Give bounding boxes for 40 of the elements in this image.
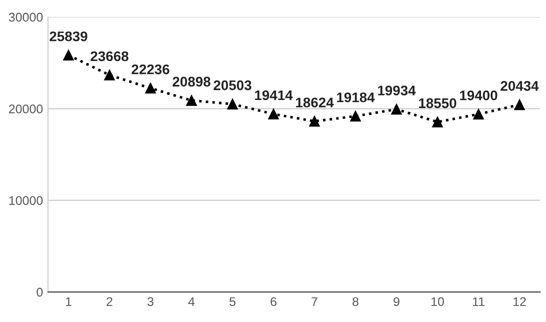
data-label: 19184 <box>337 92 375 102</box>
data-label: 20434 <box>500 80 539 91</box>
point <box>432 116 443 128</box>
data-label: 20503 <box>214 80 252 90</box>
data-label: 23668 <box>90 51 128 62</box>
data-label: 19414 <box>255 90 293 100</box>
data-label: 25839 <box>50 31 88 42</box>
data-label: 19400 <box>460 90 498 100</box>
x-tick-label: 7 <box>312 297 318 306</box>
point <box>186 95 197 106</box>
x-tick-label: 4 <box>188 297 195 306</box>
data-label: 22236 <box>132 64 170 74</box>
point <box>268 108 279 120</box>
x-tick-label: 2 <box>106 297 112 306</box>
point <box>104 70 115 80</box>
point <box>63 50 74 61</box>
x-tick-label: 11 <box>472 297 484 306</box>
x-tick-label: 8 <box>352 297 358 306</box>
point <box>309 116 320 127</box>
y-tick-label: 30000 <box>8 12 43 22</box>
data-label: 19934 <box>378 86 416 96</box>
x-tick-label: 1 <box>66 297 72 306</box>
x-tick-label: 6 <box>270 297 276 306</box>
point <box>473 108 484 120</box>
x-tick-label: 10 <box>432 297 444 306</box>
point <box>145 82 156 94</box>
x-tick-label: 12 <box>514 297 526 306</box>
y-tick-label: 0 <box>36 288 43 297</box>
x-tick-label: 9 <box>394 297 400 306</box>
x-tick-label: 5 <box>230 297 236 306</box>
x-tick-label: 3 <box>148 297 154 306</box>
point <box>514 99 525 110</box>
point <box>391 104 402 115</box>
point <box>350 110 361 122</box>
y-tick-label: 20000 <box>9 104 43 114</box>
data-label: 18550 <box>419 98 456 108</box>
y-tick-label: 10000 <box>9 196 43 205</box>
point <box>227 98 238 110</box>
data-label: 20898 <box>172 76 210 87</box>
data-label: 18624 <box>296 98 334 108</box>
